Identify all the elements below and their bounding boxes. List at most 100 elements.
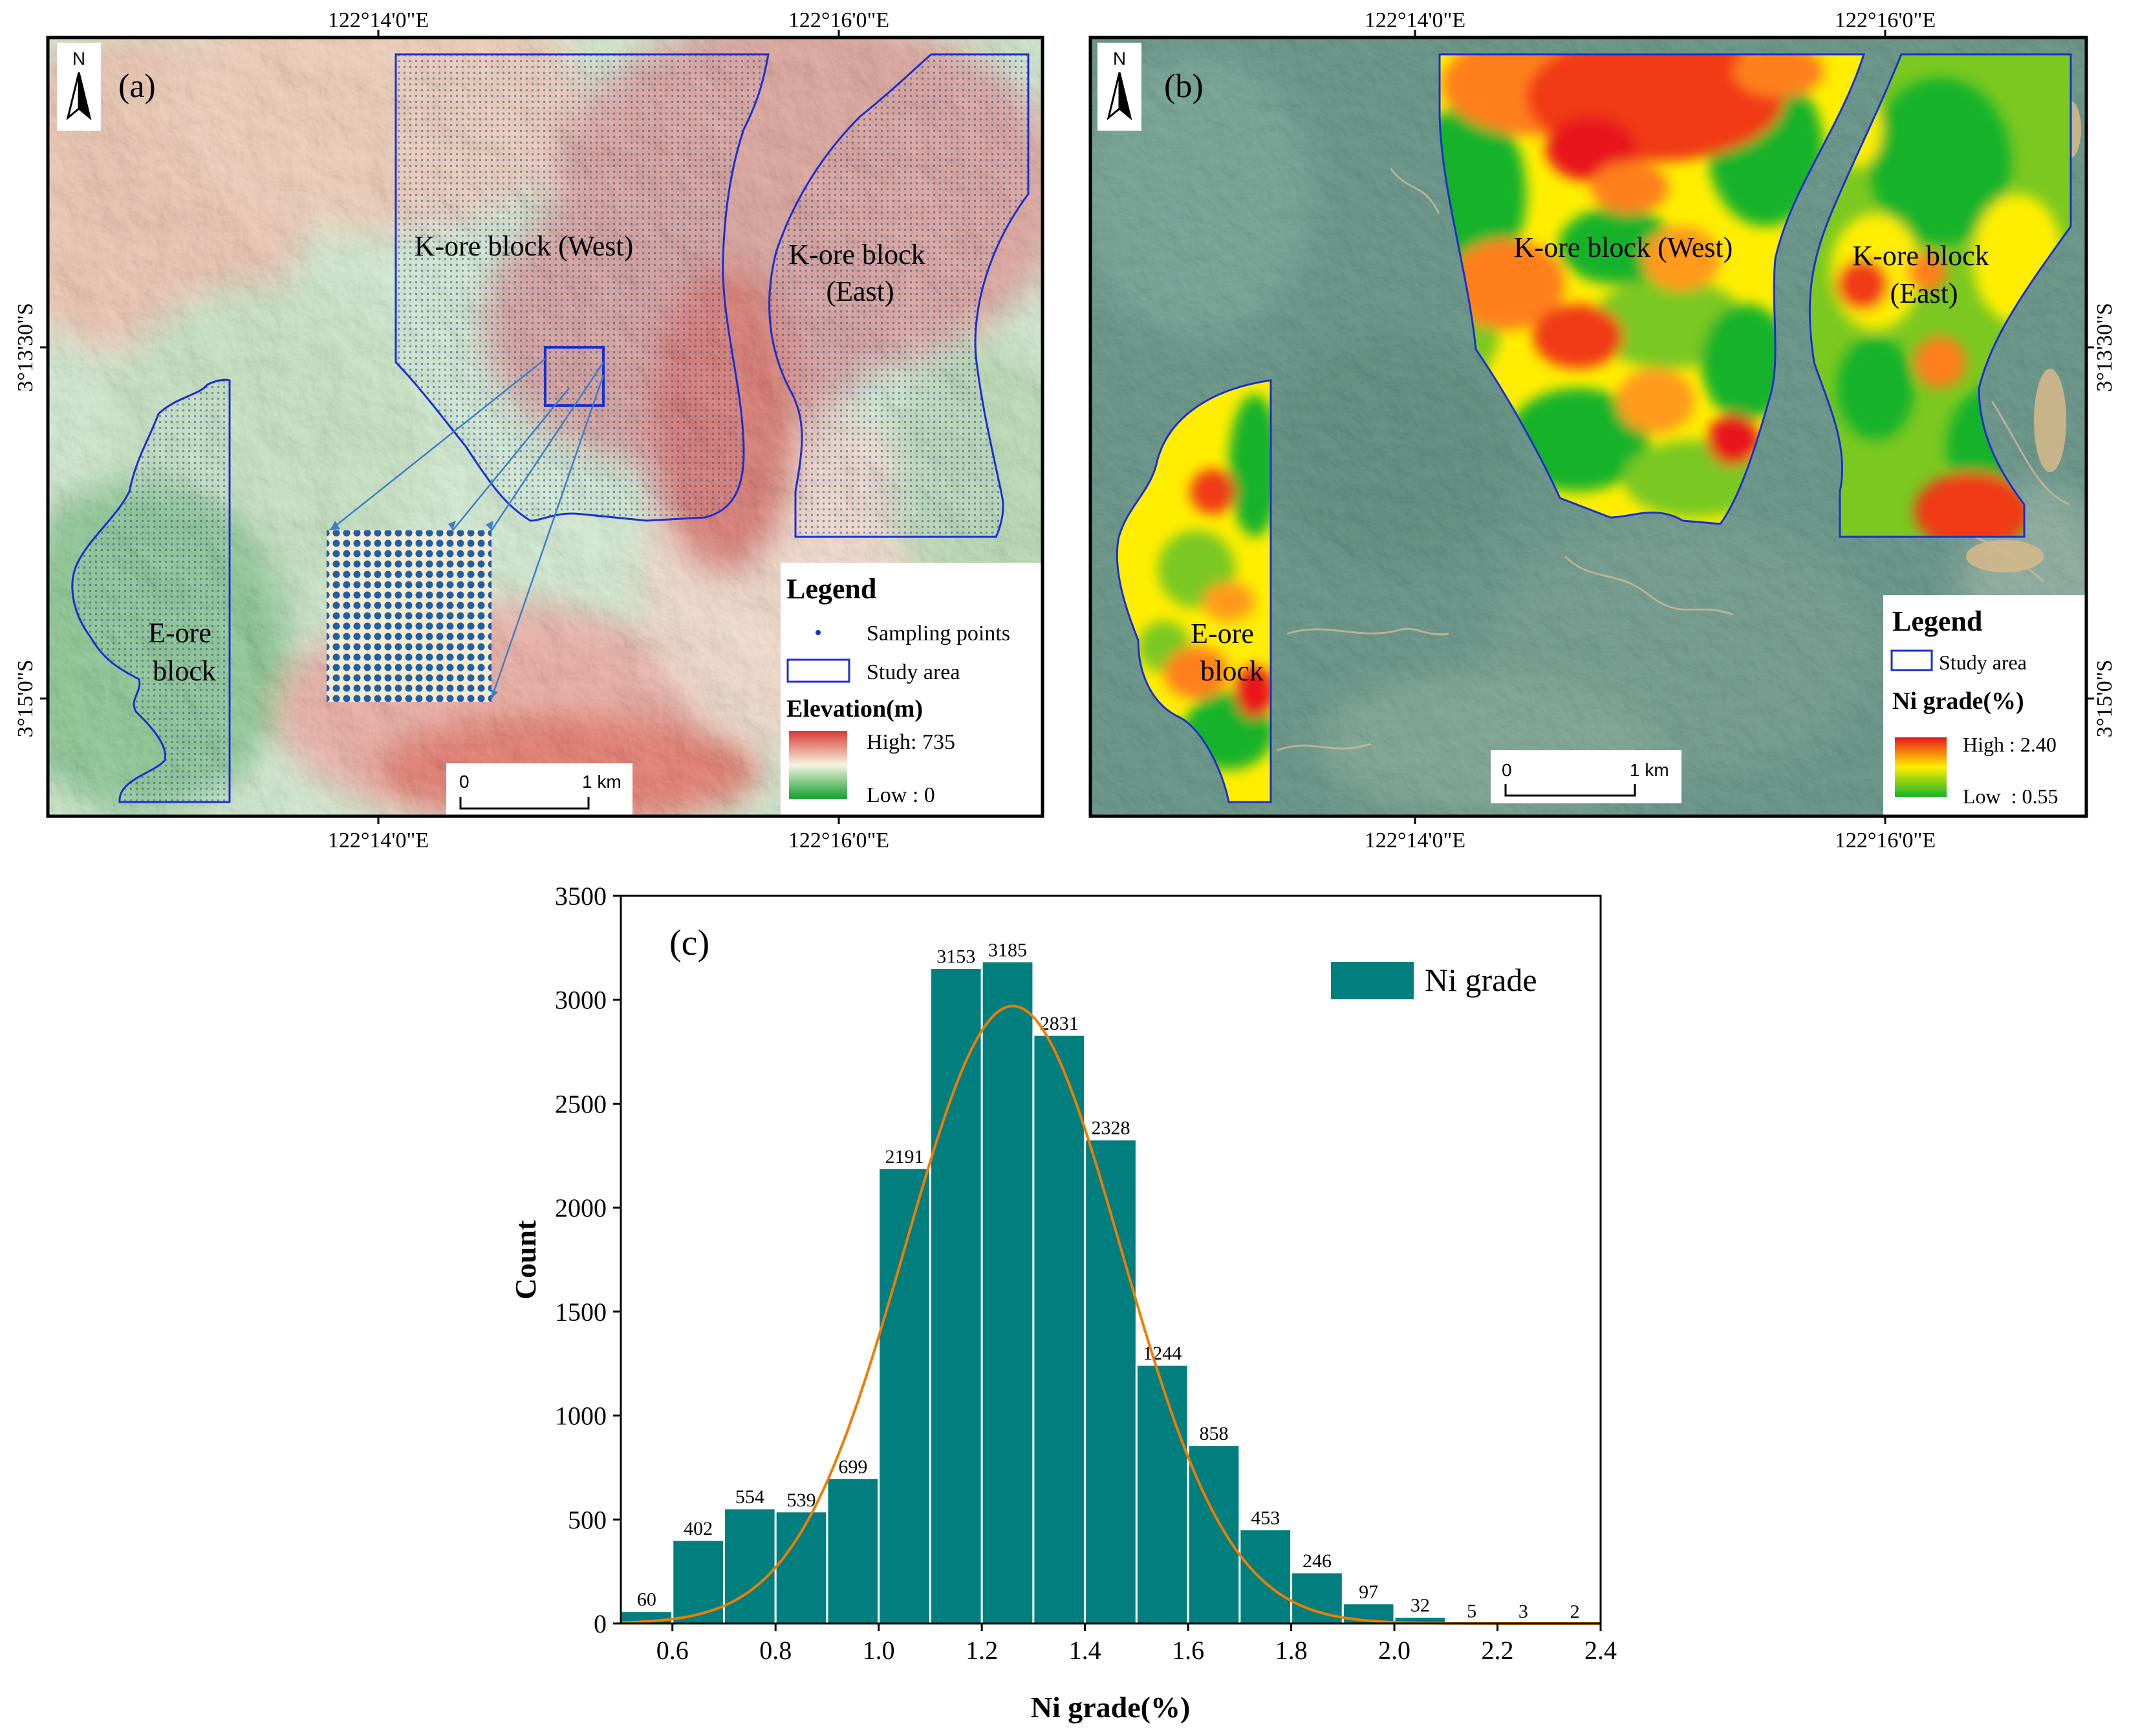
map-a-tick-marks — [40, 30, 840, 824]
y-tick-label: 0 — [594, 1609, 607, 1638]
bar-value-label: 246 — [1302, 1550, 1332, 1572]
k-ore-east-area — [768, 53, 1030, 538]
legend-label: Ni grade — [1425, 962, 1537, 998]
scale-bar — [1504, 784, 1636, 797]
x-tick-label: 1.0 — [863, 1636, 895, 1665]
x-tick-label: 0.6 — [656, 1636, 689, 1665]
histogram-bar — [826, 1477, 880, 1625]
zoom-arrowheads — [330, 521, 498, 699]
x-tick-label: 1.6 — [1172, 1636, 1204, 1665]
x-axis-title: Ni grade(%) — [1031, 1691, 1191, 1724]
bar-value-label: 3153 — [936, 946, 975, 968]
y-tick-label: 2500 — [555, 1089, 607, 1118]
histogram-bar — [1135, 1363, 1189, 1625]
legend-elev-high: High: 735 — [867, 730, 955, 754]
k-ore-east-label-line1: K-ore block — [788, 239, 925, 270]
bar-value-label: 2831 — [1040, 1013, 1079, 1034]
x-axis-ticks: 0.6 0.8 1.0 1.2 1.4 1.6 1.8 2.0 2.2 2.4 — [656, 1623, 1617, 1665]
bar-value-label: 699 — [838, 1456, 867, 1477]
y-axis-ticks: 0 500 1000 1500 2000 2500 3000 3500 — [555, 882, 621, 1638]
scale-bar-box — [446, 763, 632, 815]
y-tick-label: 2000 — [555, 1193, 607, 1222]
y-tick-label: 3000 — [555, 986, 607, 1015]
legend-elevation-title: Elevation(m) — [786, 695, 923, 722]
bar-value-label: 3 — [1518, 1601, 1528, 1622]
bar-value-label: 60 — [637, 1589, 656, 1611]
legend-sampling-points: Sampling points — [867, 622, 1010, 646]
histogram-bar — [671, 1539, 725, 1625]
north-arrow-icon — [1107, 72, 1132, 121]
scale-bar-box — [1491, 750, 1681, 803]
map-a-top-tick-2: 122°16'0"E — [788, 8, 889, 32]
legend-grade-title: Ni grade(%) — [1892, 688, 2024, 715]
histogram-bar — [1084, 1138, 1138, 1625]
bar-value-label: 2 — [1570, 1601, 1580, 1622]
e-ore-label-line1: E-ore — [1191, 618, 1254, 649]
map-b: K-ore block (West) K-ore block (East) E-… — [1088, 8, 2117, 852]
legend-grade-low: Low : 0.55 — [1963, 785, 2059, 808]
legend-title: Legend — [786, 573, 876, 605]
x-tick-label: 0.8 — [759, 1636, 792, 1665]
histogram-bar — [722, 1507, 777, 1625]
y-tick-label: 1000 — [555, 1402, 607, 1431]
bar-value-label: 539 — [787, 1490, 816, 1511]
histogram-bar — [1238, 1528, 1293, 1625]
x-tick-label: 1.4 — [1069, 1636, 1101, 1665]
north-label: N — [1113, 49, 1126, 69]
e-ore-label-line2: block — [1200, 655, 1264, 687]
histogram-bar — [1187, 1444, 1241, 1625]
map-a: K-ore block (West) K-ore block (East) E-… — [14, 8, 1044, 852]
k-ore-west-label: K-ore block (West) — [415, 230, 634, 262]
map-a-bottom-tick-2: 122°16'0"E — [788, 829, 889, 852]
e-ore-block-area — [71, 378, 231, 803]
bar-value-label: 2328 — [1092, 1118, 1130, 1139]
sampling-point-symbol — [816, 630, 821, 635]
map-a-bottom-tick-1: 122°14'0"E — [328, 829, 429, 852]
north-label: N — [72, 49, 85, 69]
legend-study-area: Study area — [867, 660, 960, 684]
histogram-bar — [878, 1167, 931, 1625]
bar-value-label: 97 — [1359, 1581, 1378, 1603]
e-ore-label-line2: block — [153, 655, 216, 687]
k-ore-east-label-line1: K-ore block — [1852, 240, 1989, 272]
study-area-symbol — [786, 658, 850, 683]
scale-zero: 0 — [459, 772, 470, 792]
bar-value-label: 453 — [1251, 1507, 1280, 1528]
panel-c-label: (c) — [669, 923, 709, 963]
scale-one-km: 1 km — [582, 772, 621, 792]
legend-title: Legend — [1892, 605, 1982, 637]
map-b-tick-marks — [1414, 30, 2094, 824]
elevation-ramp — [789, 731, 847, 799]
x-tick-label: 1.2 — [966, 1636, 998, 1665]
e-ore-label-line1: E-ore — [148, 617, 211, 649]
bar-value-label: 3185 — [988, 939, 1027, 960]
k-ore-east-label-line2: (East) — [1890, 277, 1958, 309]
panel-b-label: (b) — [1164, 68, 1204, 105]
histogram-bars — [620, 960, 1602, 1625]
map-b-top-tick-2: 122°16'0"E — [1835, 8, 1936, 32]
x-tick-label: 2.2 — [1482, 1636, 1514, 1665]
y-axis-title: Count — [509, 1220, 542, 1299]
map-b-top-tick-1: 122°14'0"E — [1365, 8, 1465, 32]
map-a-top-tick-1: 122°14'0"E — [328, 8, 429, 32]
grade-ramp — [1895, 737, 1947, 797]
legend-elev-low: Low : 0 — [867, 783, 935, 807]
zoom-lines — [329, 358, 605, 699]
y-tick-label: 1500 — [555, 1297, 607, 1327]
map-a-left-tick-2: 3°15'0"S — [14, 660, 38, 738]
map-b-bottom-tick-1: 122°14'0"E — [1365, 829, 1465, 852]
histogram-bar — [1032, 1034, 1086, 1625]
histogram-bar — [774, 1510, 828, 1625]
histogram-bar — [929, 967, 983, 1625]
scale-zero: 0 — [1502, 760, 1512, 780]
panel-a-label: (a) — [118, 68, 156, 105]
legend-grade-high: High : 2.40 — [1963, 733, 2057, 756]
map-a-left-tick-1: 3°13'30"S — [14, 303, 38, 392]
x-tick-label: 2.4 — [1584, 1636, 1617, 1665]
y-tick-label: 3500 — [555, 882, 607, 911]
k-ore-east-label-line2: (East) — [826, 276, 894, 307]
legend-swatch — [1331, 962, 1414, 999]
study-area-outlines-b — [1116, 53, 2072, 803]
